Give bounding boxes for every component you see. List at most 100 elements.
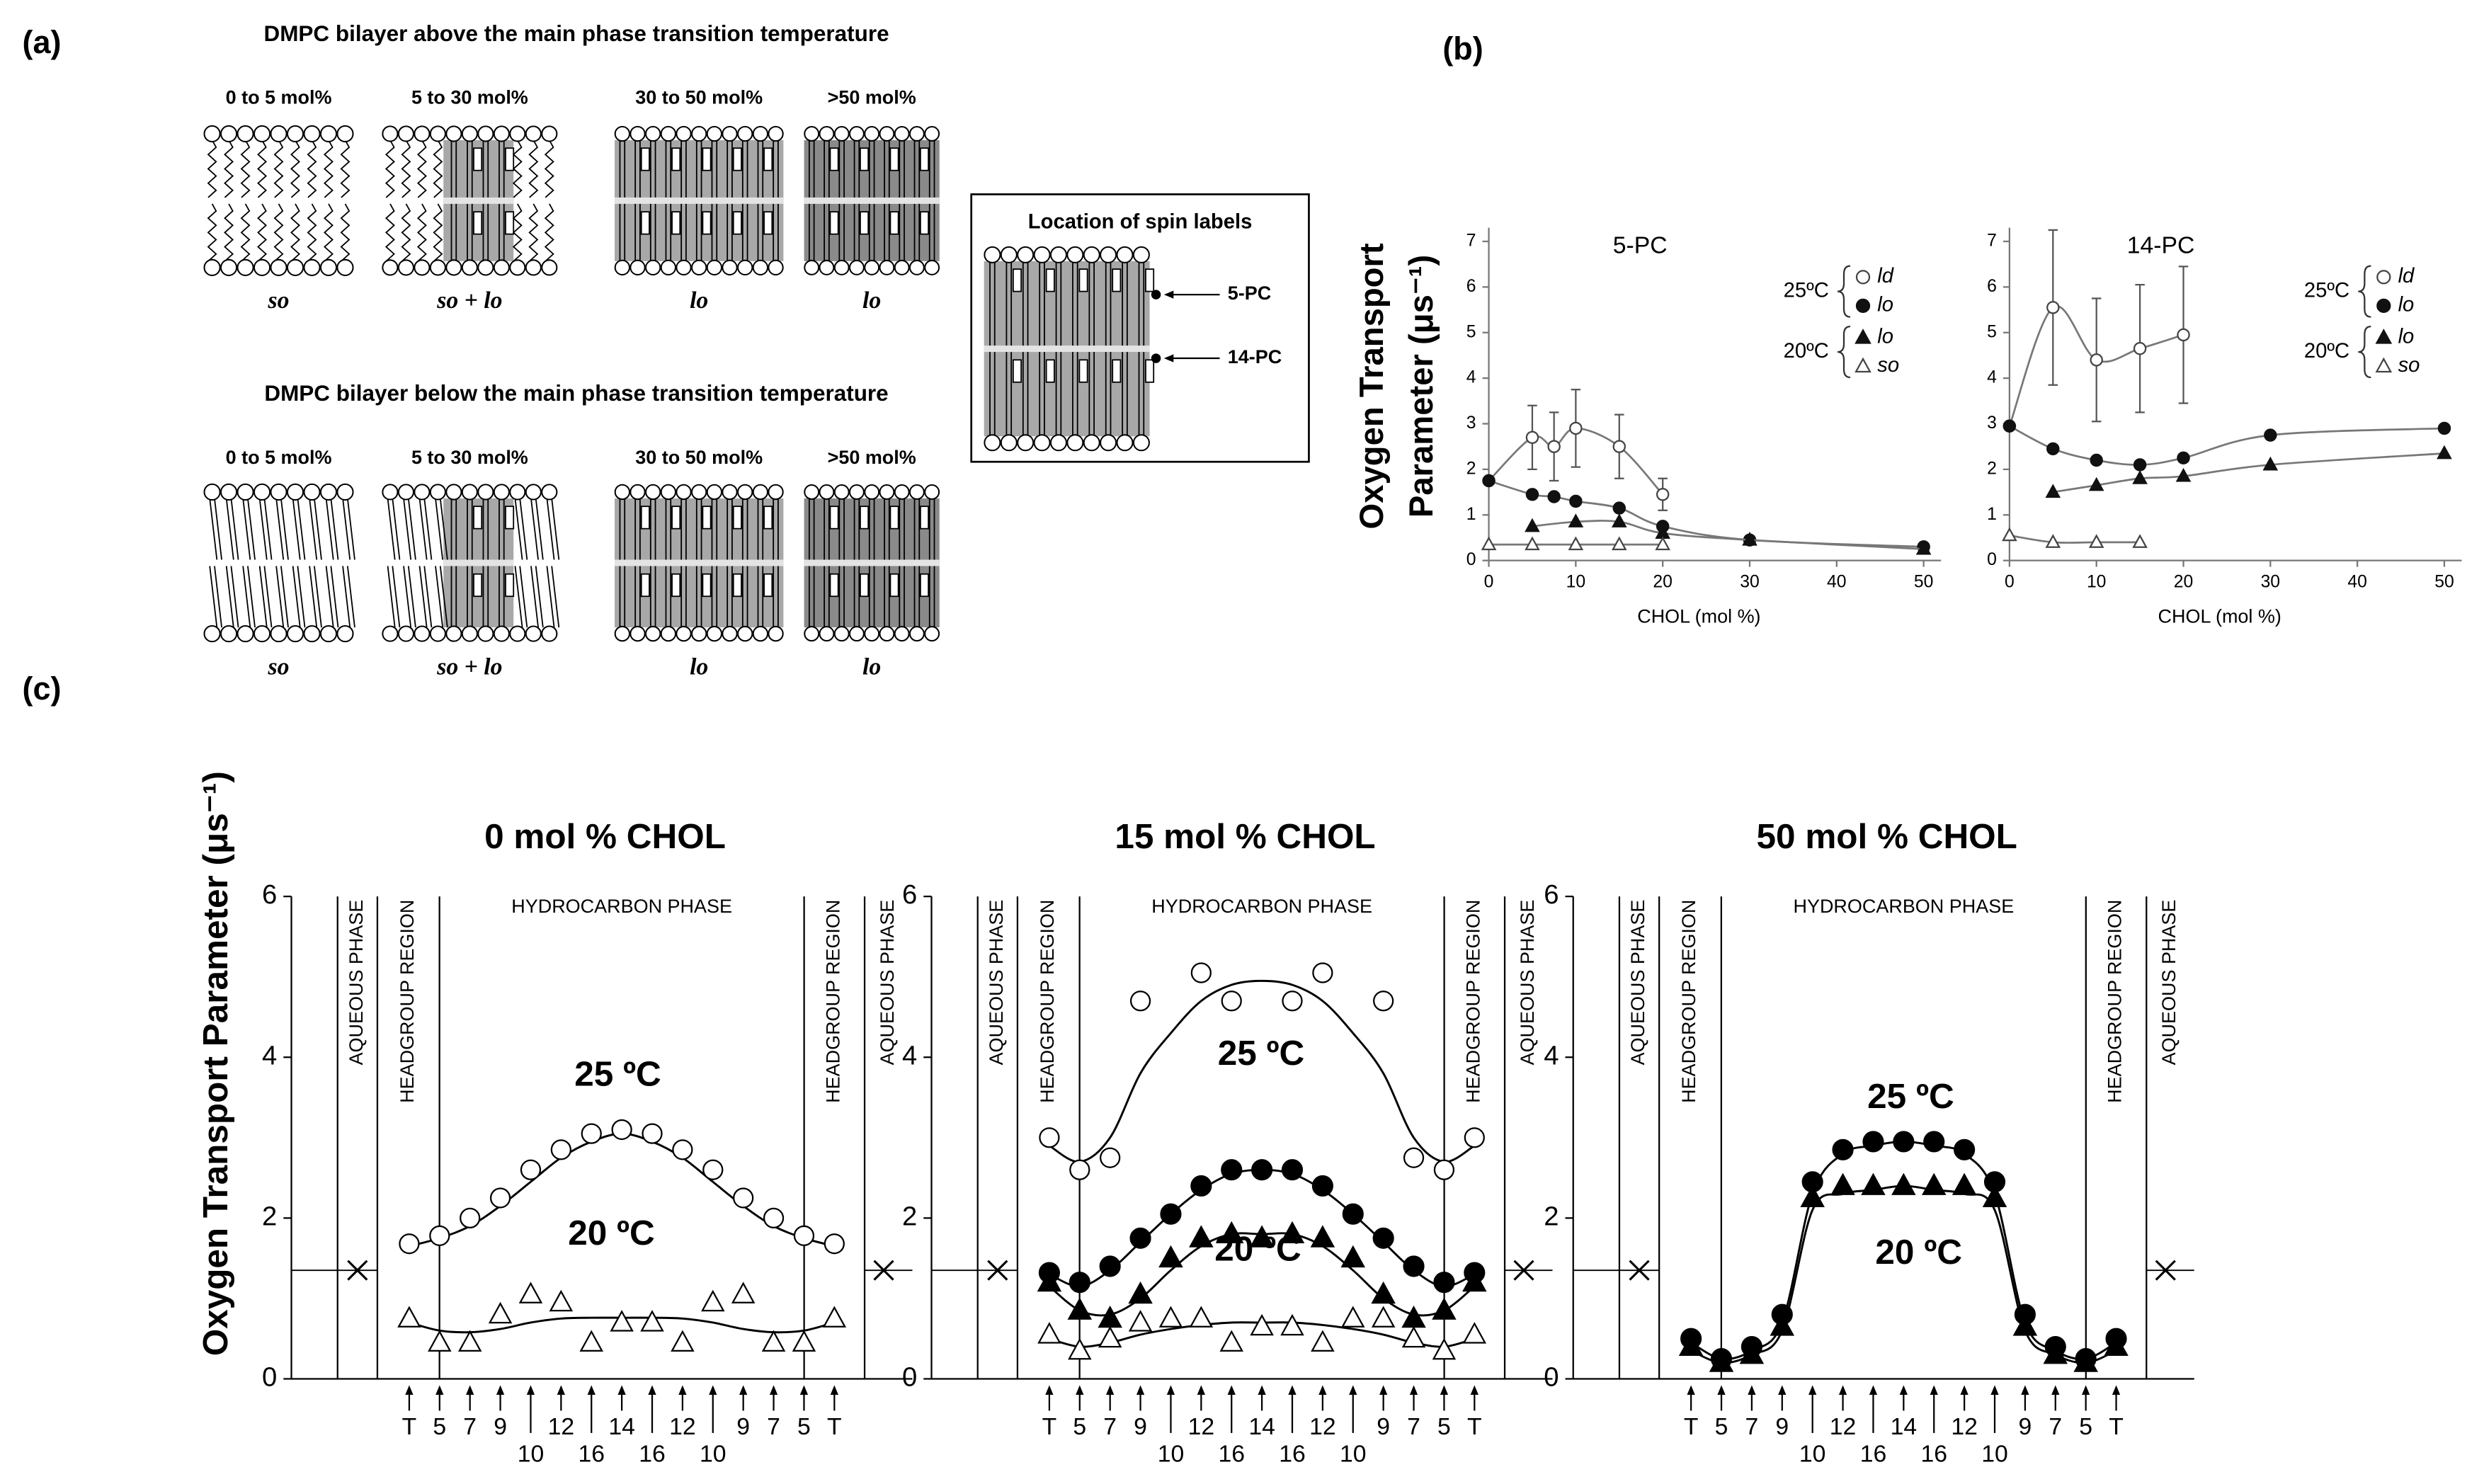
marker: [792, 1330, 816, 1352]
marker: [1280, 1221, 1305, 1244]
cholesterol: [860, 573, 870, 598]
interleaflet-gap: [984, 346, 1150, 353]
lipid-tail: [528, 203, 539, 262]
x-tick-label: 12: [1188, 1413, 1215, 1440]
marker: [1678, 1333, 1704, 1357]
x-tick-label: 50: [2434, 573, 2454, 592]
marker: [1371, 1281, 1396, 1304]
position-arrow-head: [1869, 1385, 1878, 1395]
lipid-head: [1132, 246, 1150, 263]
lipid-tail: [207, 139, 217, 198]
lipid-tail: [280, 566, 289, 628]
lipid-head: [203, 125, 221, 143]
lipid-head: [253, 258, 271, 276]
cholesterol: [732, 147, 742, 171]
lipid-head: [833, 259, 850, 275]
aqueous-marker: [347, 1260, 368, 1281]
lipid-head: [445, 125, 462, 142]
column-header: 5 to 30 mol%: [411, 87, 528, 108]
lipid-tail: [240, 139, 251, 198]
lipid-head: [676, 484, 692, 501]
y-tick-label: 0: [902, 1362, 917, 1393]
column-header: 30 to 50 mol%: [635, 447, 763, 468]
lipid-tail: [280, 498, 289, 560]
lipid-head: [220, 483, 238, 501]
lipid-tail: [384, 203, 395, 262]
marker: [610, 1310, 634, 1332]
lipid-tail: [512, 139, 523, 198]
y-tick-label: 7: [1987, 232, 1997, 251]
lipid-head: [445, 625, 462, 642]
lipid-tail: [418, 566, 428, 628]
lipid-tail: [546, 498, 555, 560]
position-arrow-head: [2082, 1385, 2090, 1395]
lipid-tail: [551, 498, 560, 560]
lipid-head: [768, 259, 784, 276]
lipid-tail: [307, 203, 317, 262]
lipid-head: [1132, 434, 1150, 452]
lipid-head: [429, 125, 446, 142]
cholesterol: [640, 211, 650, 235]
cholesterol: [505, 147, 515, 171]
position-arrow-head: [1960, 1385, 1969, 1395]
y-tick-label: 4: [902, 1040, 917, 1071]
legend-marker: [2376, 298, 2391, 313]
position-arrow-head: [526, 1385, 535, 1395]
lipid-tail: [230, 566, 239, 628]
lipid-head: [397, 625, 415, 642]
y-tick-label: 0: [262, 1362, 277, 1393]
marker: [1611, 536, 1627, 551]
lipid-tail: [290, 139, 300, 198]
lipid-tail: [258, 566, 268, 628]
lipid-head: [864, 626, 880, 642]
lipid-head: [894, 484, 910, 500]
lipid-tail: [519, 566, 528, 628]
lipid-head: [879, 259, 895, 275]
region-label: AQUEOUS PHASE: [986, 900, 1007, 1066]
lipid-tail: [387, 566, 396, 628]
position-arrow-head: [1990, 1385, 1999, 1395]
lipid-head: [924, 626, 940, 642]
lipid-head: [493, 125, 510, 142]
lipid-head: [864, 126, 880, 142]
marker: [2437, 445, 2452, 460]
diagram-title: DMPC bilayer above the main phase transi…: [263, 21, 889, 46]
lipid-tail: [224, 139, 234, 198]
lipid-head: [477, 259, 494, 276]
lipid-head: [706, 484, 723, 501]
cholesterol: [829, 506, 839, 530]
marker: [1190, 962, 1212, 983]
arrow-head: [1163, 290, 1174, 299]
lipid-head: [303, 625, 321, 643]
lipid-head: [237, 483, 254, 501]
region-label: HEADGROUP REGION: [397, 900, 418, 1103]
marker: [429, 1225, 450, 1246]
marker: [2090, 353, 2103, 367]
marker: [1310, 1225, 1335, 1248]
marker: [1547, 440, 1561, 453]
legend-group: 20ºC: [2304, 340, 2349, 363]
lipid-tail: [313, 498, 322, 560]
marker: [1861, 1172, 1886, 1195]
marker: [1371, 1306, 1396, 1328]
lipid-tail: [292, 498, 301, 560]
cholesterol: [732, 506, 742, 530]
lipid-tail: [263, 498, 273, 560]
lipid-tail: [275, 566, 285, 628]
lipid-head: [253, 483, 271, 501]
cholesterol: [671, 147, 681, 171]
position-arrow-head: [1106, 1385, 1115, 1395]
phase-label: so + lo: [436, 287, 502, 314]
legend-brace: [2358, 325, 2371, 379]
lipid-tail: [257, 139, 268, 198]
lipid-head: [691, 125, 707, 142]
lipid-head: [509, 125, 526, 142]
lipid-head: [1100, 434, 1117, 452]
lipid-head: [270, 483, 287, 501]
position-arrow-head: [1166, 1385, 1175, 1395]
x-tick-label: 10: [1158, 1440, 1185, 1467]
lipid-tail: [214, 566, 222, 628]
legend-brace: [1837, 325, 1851, 379]
lipid-head: [336, 125, 354, 143]
